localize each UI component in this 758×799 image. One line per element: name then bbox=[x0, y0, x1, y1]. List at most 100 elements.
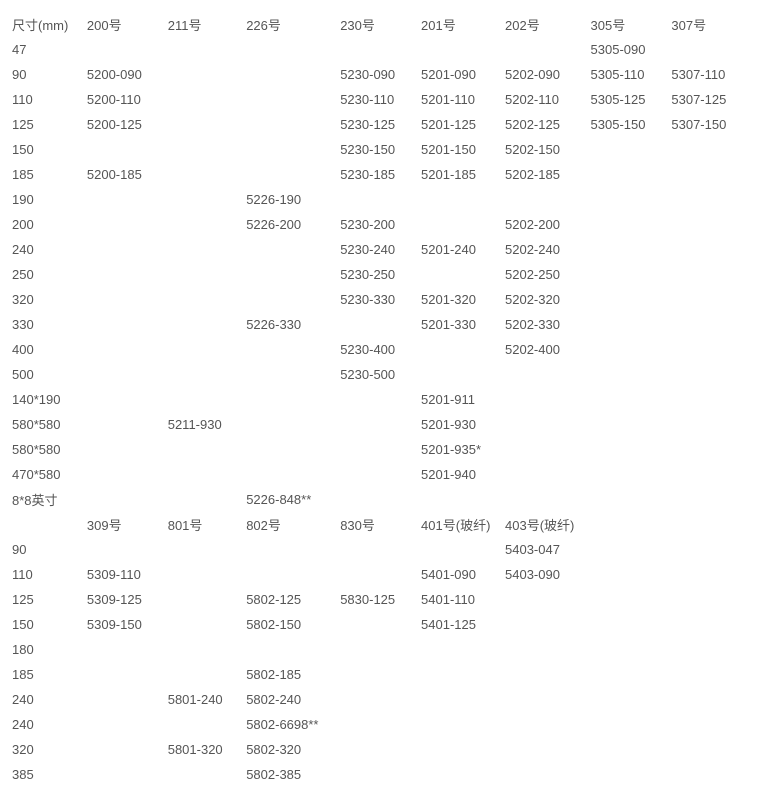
table-cell bbox=[340, 537, 421, 562]
table-cell: 320 bbox=[12, 737, 87, 762]
table-cell bbox=[505, 412, 591, 437]
table-cell: 5307-110 bbox=[671, 62, 746, 87]
table-row: 3205230-3305201-3205202-320 bbox=[12, 287, 746, 312]
table-cell bbox=[168, 562, 246, 587]
table-cell: 401号(玻纤) bbox=[421, 512, 505, 537]
table-row: 2405801-2405802-240 bbox=[12, 687, 746, 712]
table-cell bbox=[505, 637, 591, 662]
table-cell bbox=[671, 187, 746, 212]
table-cell bbox=[340, 462, 421, 487]
table-cell: 5305-125 bbox=[591, 87, 672, 112]
table-cell bbox=[87, 212, 168, 237]
table-cell bbox=[505, 587, 591, 612]
table-cell bbox=[87, 312, 168, 337]
table-cell bbox=[671, 162, 746, 187]
table-cell bbox=[671, 137, 746, 162]
table-cell bbox=[340, 637, 421, 662]
table-cell: 5200-125 bbox=[87, 112, 168, 137]
table-cell bbox=[340, 562, 421, 587]
table-cell bbox=[168, 62, 246, 87]
table-cell bbox=[671, 762, 746, 787]
table-cell bbox=[87, 137, 168, 162]
table-cell bbox=[671, 687, 746, 712]
table-cell bbox=[421, 537, 505, 562]
table-cell bbox=[591, 462, 672, 487]
table-cell: 200号 bbox=[87, 12, 168, 37]
table-cell bbox=[246, 287, 340, 312]
table-cell bbox=[591, 437, 672, 462]
table-cell: 5802-185 bbox=[246, 662, 340, 687]
table-cell bbox=[671, 737, 746, 762]
table-cell: 185 bbox=[12, 662, 87, 687]
table-cell bbox=[671, 587, 746, 612]
table-cell bbox=[87, 662, 168, 687]
table-cell bbox=[505, 437, 591, 462]
table-cell bbox=[671, 412, 746, 437]
table-cell bbox=[168, 212, 246, 237]
table-cell bbox=[671, 512, 746, 537]
table-cell bbox=[671, 312, 746, 337]
table-cell bbox=[87, 187, 168, 212]
table-cell bbox=[671, 437, 746, 462]
table-cell bbox=[421, 762, 505, 787]
table-cell: 5201-940 bbox=[421, 462, 505, 487]
table-cell bbox=[671, 637, 746, 662]
table-cell: 5801-240 bbox=[168, 687, 246, 712]
table-cell: 5211-930 bbox=[168, 412, 246, 437]
table-cell bbox=[591, 237, 672, 262]
table-cell: 125 bbox=[12, 112, 87, 137]
table-cell bbox=[340, 487, 421, 512]
table-cell: 5201-185 bbox=[421, 162, 505, 187]
table-cell bbox=[591, 387, 672, 412]
table-cell bbox=[591, 712, 672, 737]
table-cell: 5201-150 bbox=[421, 137, 505, 162]
table-cell bbox=[340, 37, 421, 62]
table-cell: 185 bbox=[12, 162, 87, 187]
table-cell: 240 bbox=[12, 237, 87, 262]
table-cell bbox=[168, 237, 246, 262]
table-cell bbox=[246, 562, 340, 587]
table-row: 140*1905201-911 bbox=[12, 387, 746, 412]
table-cell bbox=[671, 562, 746, 587]
table-cell bbox=[671, 537, 746, 562]
table-cell bbox=[591, 587, 672, 612]
table-cell bbox=[87, 437, 168, 462]
table-cell bbox=[421, 362, 505, 387]
table-cell bbox=[340, 712, 421, 737]
table-cell: 240 bbox=[12, 712, 87, 737]
table-cell bbox=[421, 262, 505, 287]
table-cell bbox=[246, 537, 340, 562]
table-row: 8*8英寸5226-848** bbox=[12, 487, 746, 512]
table-cell bbox=[340, 312, 421, 337]
table-cell bbox=[246, 637, 340, 662]
table-cell bbox=[246, 87, 340, 112]
table-row: 4005230-4005202-400 bbox=[12, 337, 746, 362]
table-cell bbox=[168, 312, 246, 337]
table-cell bbox=[505, 737, 591, 762]
table-cell bbox=[421, 337, 505, 362]
table-row: 3205801-3205802-320 bbox=[12, 737, 746, 762]
table-cell bbox=[671, 212, 746, 237]
table-cell: 211号 bbox=[168, 12, 246, 37]
table-cell bbox=[671, 37, 746, 62]
table-cell: 5230-150 bbox=[340, 137, 421, 162]
table-cell: 180 bbox=[12, 637, 87, 662]
table-cell bbox=[340, 437, 421, 462]
table-cell bbox=[340, 762, 421, 787]
table-cell: 5202-200 bbox=[505, 212, 591, 237]
table-cell bbox=[591, 287, 672, 312]
table-cell bbox=[591, 412, 672, 437]
table-cell: 5305-110 bbox=[591, 62, 672, 87]
table-row: 180 bbox=[12, 637, 746, 662]
table-cell bbox=[12, 512, 87, 537]
table-row: 905200-0905230-0905201-0905202-0905305-1… bbox=[12, 62, 746, 87]
table-cell bbox=[591, 537, 672, 562]
table-cell: 5401-110 bbox=[421, 587, 505, 612]
table-row: 580*5805201-935* bbox=[12, 437, 746, 462]
table-cell: 5305-150 bbox=[591, 112, 672, 137]
table-cell: 400 bbox=[12, 337, 87, 362]
table-row: 580*5805211-9305201-930 bbox=[12, 412, 746, 437]
table-cell bbox=[246, 237, 340, 262]
table-cell bbox=[168, 137, 246, 162]
table-cell: 5230-200 bbox=[340, 212, 421, 237]
